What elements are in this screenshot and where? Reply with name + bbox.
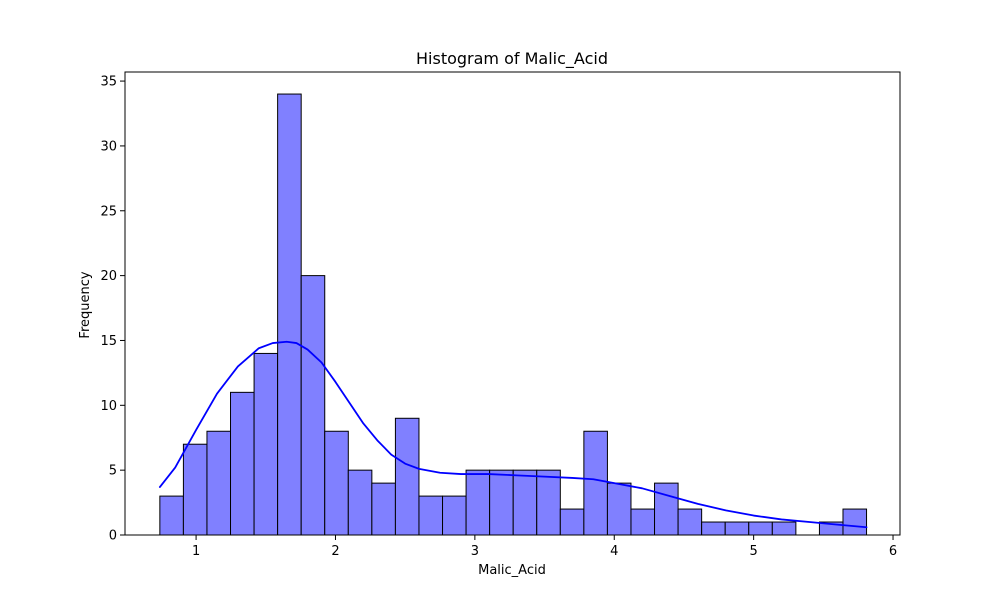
x-axis-title: Malic_Acid — [478, 563, 546, 578]
histogram-bar — [371, 482, 396, 536]
y-tick-label: 25 — [100, 204, 117, 219]
histogram-bar — [536, 469, 561, 536]
histogram-bar — [277, 93, 302, 536]
y-tick-label: 30 — [100, 139, 117, 154]
histogram-bar — [206, 430, 232, 536]
histogram-bar — [253, 352, 279, 536]
histogram-bar — [842, 508, 868, 536]
histogram-bar — [701, 521, 726, 536]
histogram-bar — [394, 417, 420, 536]
y-tick-label: 35 — [100, 75, 117, 90]
y-tick-label: 5 — [109, 464, 117, 479]
histogram-bar — [418, 495, 444, 536]
x-tick-label: 1 — [192, 544, 200, 559]
histogram-bar — [182, 443, 208, 536]
chart-title: Histogram of Malic_Acid — [416, 49, 608, 69]
histogram-bar — [748, 521, 773, 536]
histogram-bar — [230, 391, 255, 536]
plot-frame — [124, 71, 901, 536]
histogram-bar — [654, 482, 679, 536]
y-tick-label: 10 — [100, 399, 117, 414]
histogram-bar — [771, 521, 797, 536]
histogram-bar — [442, 495, 467, 536]
histogram-bar — [489, 469, 514, 536]
histogram-bar — [347, 469, 373, 536]
bars-layer — [159, 93, 868, 536]
y-axis-title: Frequency — [78, 271, 93, 338]
histogram-bar — [677, 508, 703, 536]
x-tick-label: 5 — [750, 544, 758, 559]
histogram-bar — [559, 508, 585, 536]
histogram-bar — [159, 495, 184, 536]
y-tick-label: 15 — [100, 334, 117, 349]
x-tick-label: 4 — [610, 544, 618, 559]
histogram-bar — [583, 430, 608, 536]
histogram-bar — [465, 469, 491, 536]
histogram-bar — [724, 521, 750, 536]
x-tick-label: 3 — [471, 544, 479, 559]
x-tick-label: 2 — [331, 544, 339, 559]
y-tick-label: 20 — [100, 269, 117, 284]
histogram-bar — [300, 275, 326, 536]
x-tick-label: 6 — [889, 544, 897, 559]
kde-curve — [158, 340, 868, 529]
histogram-bar — [512, 469, 538, 536]
histogram-bar — [324, 430, 349, 536]
histogram-bar — [630, 508, 656, 536]
histogram-bar — [606, 482, 632, 536]
kde-layer — [158, 340, 868, 529]
y-tick-label: 0 — [109, 529, 117, 544]
axes-layer: 1 2 3 4 5 6 0 5 10 15 20 25 30 35 — [100, 71, 901, 559]
